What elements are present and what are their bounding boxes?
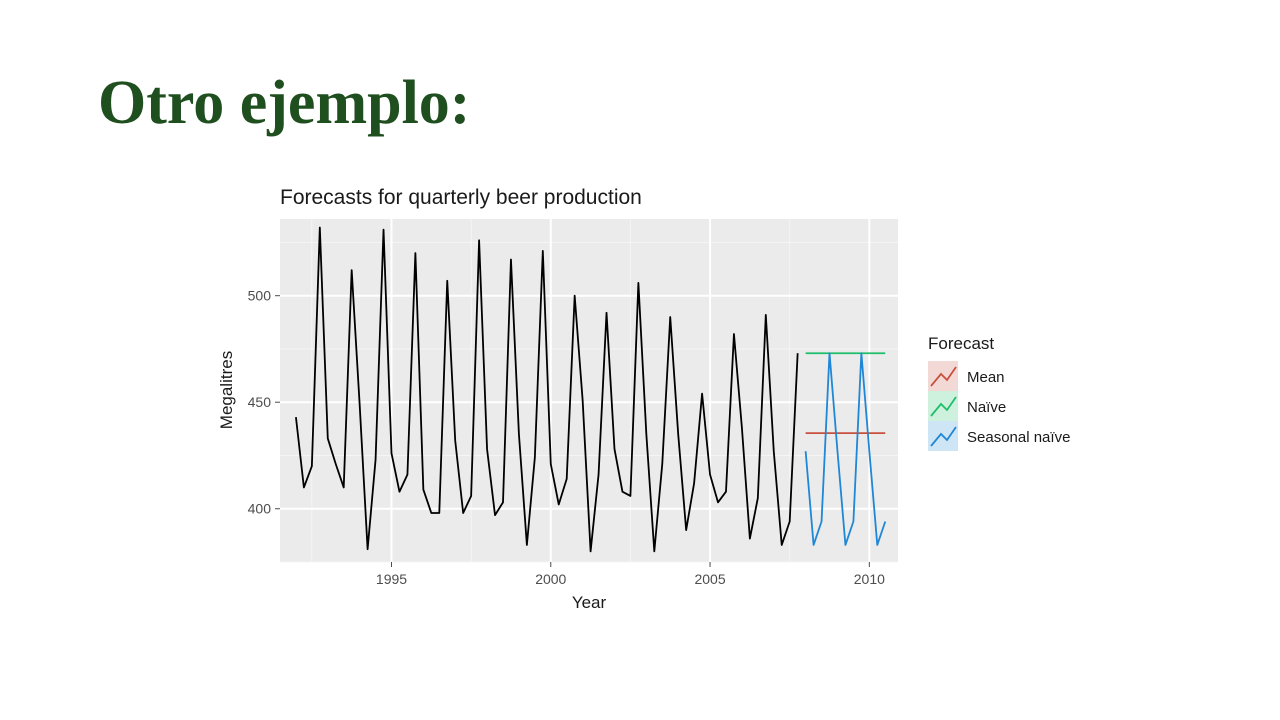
- legend-title: Forecast: [928, 334, 994, 353]
- legend-label-na-ve: Naïve: [967, 399, 1006, 416]
- x-tick-label: 2000: [535, 571, 566, 587]
- y-tick-label: 400: [248, 501, 272, 517]
- historical-series-line: [295, 226, 799, 553]
- y-tick-label: 500: [248, 288, 272, 304]
- axis-ticks: 1995 2000 2005 2010 400 450 500: [248, 288, 885, 587]
- legend-key-line-mean: [930, 366, 957, 387]
- data-lines: [295, 226, 887, 553]
- chart-title: Forecasts for quarterly beer production: [280, 186, 642, 209]
- y-tick-label: 450: [248, 394, 272, 410]
- series-line-seasonal-na-ve: [804, 352, 887, 546]
- slide-title: Otro ejemplo:: [98, 69, 471, 137]
- x-tick-label: 2005: [694, 571, 725, 587]
- legend: Forecast Mean Naïve Seasonal naïve: [928, 334, 1070, 451]
- legend-key-line-na-ve: [930, 396, 957, 417]
- x-tick-label: 1995: [376, 571, 407, 587]
- x-tick-label: 2010: [854, 571, 885, 587]
- grid-lines: [280, 219, 898, 563]
- legend-label-mean: Mean: [967, 369, 1005, 386]
- y-axis-label: Megalitres: [217, 351, 236, 429]
- x-axis-label: Year: [572, 593, 607, 612]
- legend-key-line-seasonal-na-ve: [930, 426, 957, 447]
- legend-label-seasonal-na-ve: Seasonal naïve: [967, 429, 1070, 446]
